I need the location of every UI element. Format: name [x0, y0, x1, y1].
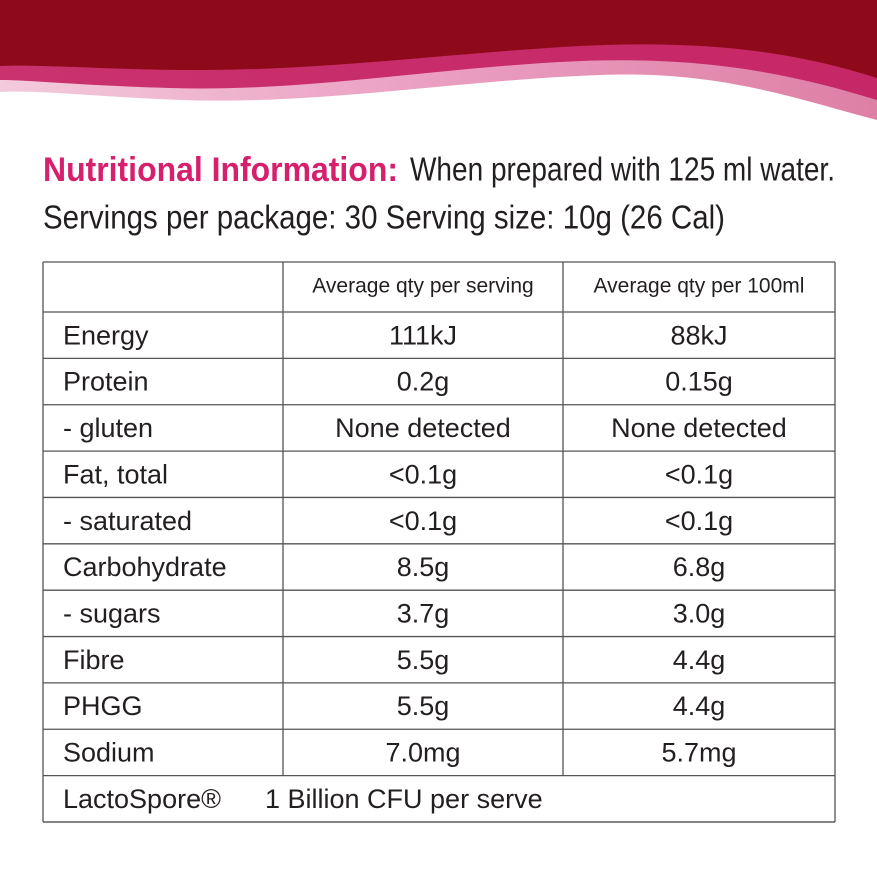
cell-value: <0.1g — [665, 506, 733, 536]
footer-label: LactoSpore® — [63, 784, 221, 814]
column-header: Average qty per 100ml — [594, 275, 805, 298]
cell-value: 88kJ — [670, 320, 727, 350]
row-label: Sodium — [63, 738, 155, 768]
cell-value: 6.8g — [673, 552, 726, 582]
cell-value: 4.4g — [673, 691, 726, 721]
cell-value: 3.7g — [397, 598, 450, 628]
cell-value: 5.5g — [397, 645, 450, 675]
cell-value: 0.15g — [665, 367, 733, 397]
row-label: Carbohydrate — [63, 552, 227, 582]
servings-line: Servings per package: 30 Serving size: 1… — [43, 199, 725, 236]
row-label: Fat, total — [63, 459, 168, 489]
cell-value: 111kJ — [389, 320, 457, 350]
cell-value: <0.1g — [389, 506, 457, 536]
cell-value: None detected — [335, 413, 511, 443]
footer-value: 1 Billion CFU per serve — [265, 784, 543, 814]
cell-value: None detected — [611, 413, 787, 443]
cell-value: 4.4g — [673, 645, 726, 675]
row-label: - saturated — [63, 506, 192, 536]
cell-value: 5.7mg — [661, 738, 736, 768]
nutrition-table: Average qty per serving Average qty per 1… — [42, 261, 836, 823]
cell-value: 8.5g — [397, 552, 450, 582]
cell-value: <0.1g — [665, 459, 733, 489]
row-label: Protein — [63, 367, 149, 397]
cell-value: <0.1g — [389, 459, 457, 489]
row-label: - gluten — [63, 413, 153, 443]
header-wave — [0, 0, 877, 120]
cell-value: 3.0g — [673, 598, 726, 628]
cell-value: 7.0mg — [385, 738, 460, 768]
cell-value: 0.2g — [397, 367, 450, 397]
row-label: PHGG — [63, 691, 143, 721]
column-header: Average qty per serving — [312, 275, 533, 298]
row-label: Fibre — [63, 645, 125, 675]
row-label: Energy — [63, 320, 149, 350]
title: Nutritional Information: — [43, 151, 398, 189]
subtitle: When prepared with 125 ml water. — [410, 151, 835, 188]
row-label: - sugars — [63, 598, 161, 628]
cell-value: 5.5g — [397, 691, 450, 721]
